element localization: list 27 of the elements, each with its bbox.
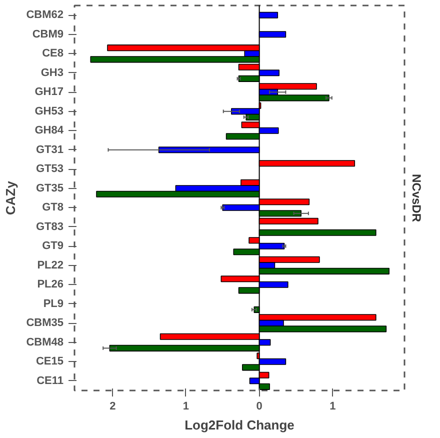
y-tick-label: CBM35	[26, 317, 64, 330]
y-tick-label: CBM62	[26, 9, 64, 22]
y-tick-label: GH53	[34, 105, 64, 118]
x-tick-label: 0	[256, 400, 262, 412]
y-tick-label: GH3	[40, 66, 64, 79]
y-tick-label: GH17	[34, 86, 64, 98]
x-axis-title: Log2Fold Change	[184, 418, 294, 432]
y-tick-label: PL22	[37, 259, 64, 272]
y-tick-label: GH84	[34, 124, 64, 137]
y-tick-label: GT8	[42, 202, 64, 214]
y-tick-label: GT9	[42, 240, 64, 252]
y-tick-label: CBM48	[26, 336, 64, 348]
y-tick-label: CE15	[36, 356, 64, 368]
y-tick-label: GT35	[36, 182, 64, 194]
y-tick-label: GT53	[36, 163, 64, 176]
y-tick-label: GT31	[36, 144, 64, 156]
y-tick-label: GT83	[36, 220, 64, 233]
x-tick-label: 2	[110, 400, 116, 412]
text: NCvsDR	[410, 174, 424, 222]
y-axis-title: CAZy	[3, 180, 18, 215]
x-tick-label: 1	[330, 400, 336, 412]
y-tick-label: CE8	[42, 48, 64, 60]
y-tick-label: PL9	[43, 298, 64, 310]
x-tick-label: 1	[182, 400, 190, 412]
y-tick-label: PL26	[37, 278, 64, 291]
y-tick-label: CBM9	[32, 28, 64, 40]
y-tick-label: CE11	[36, 374, 64, 387]
